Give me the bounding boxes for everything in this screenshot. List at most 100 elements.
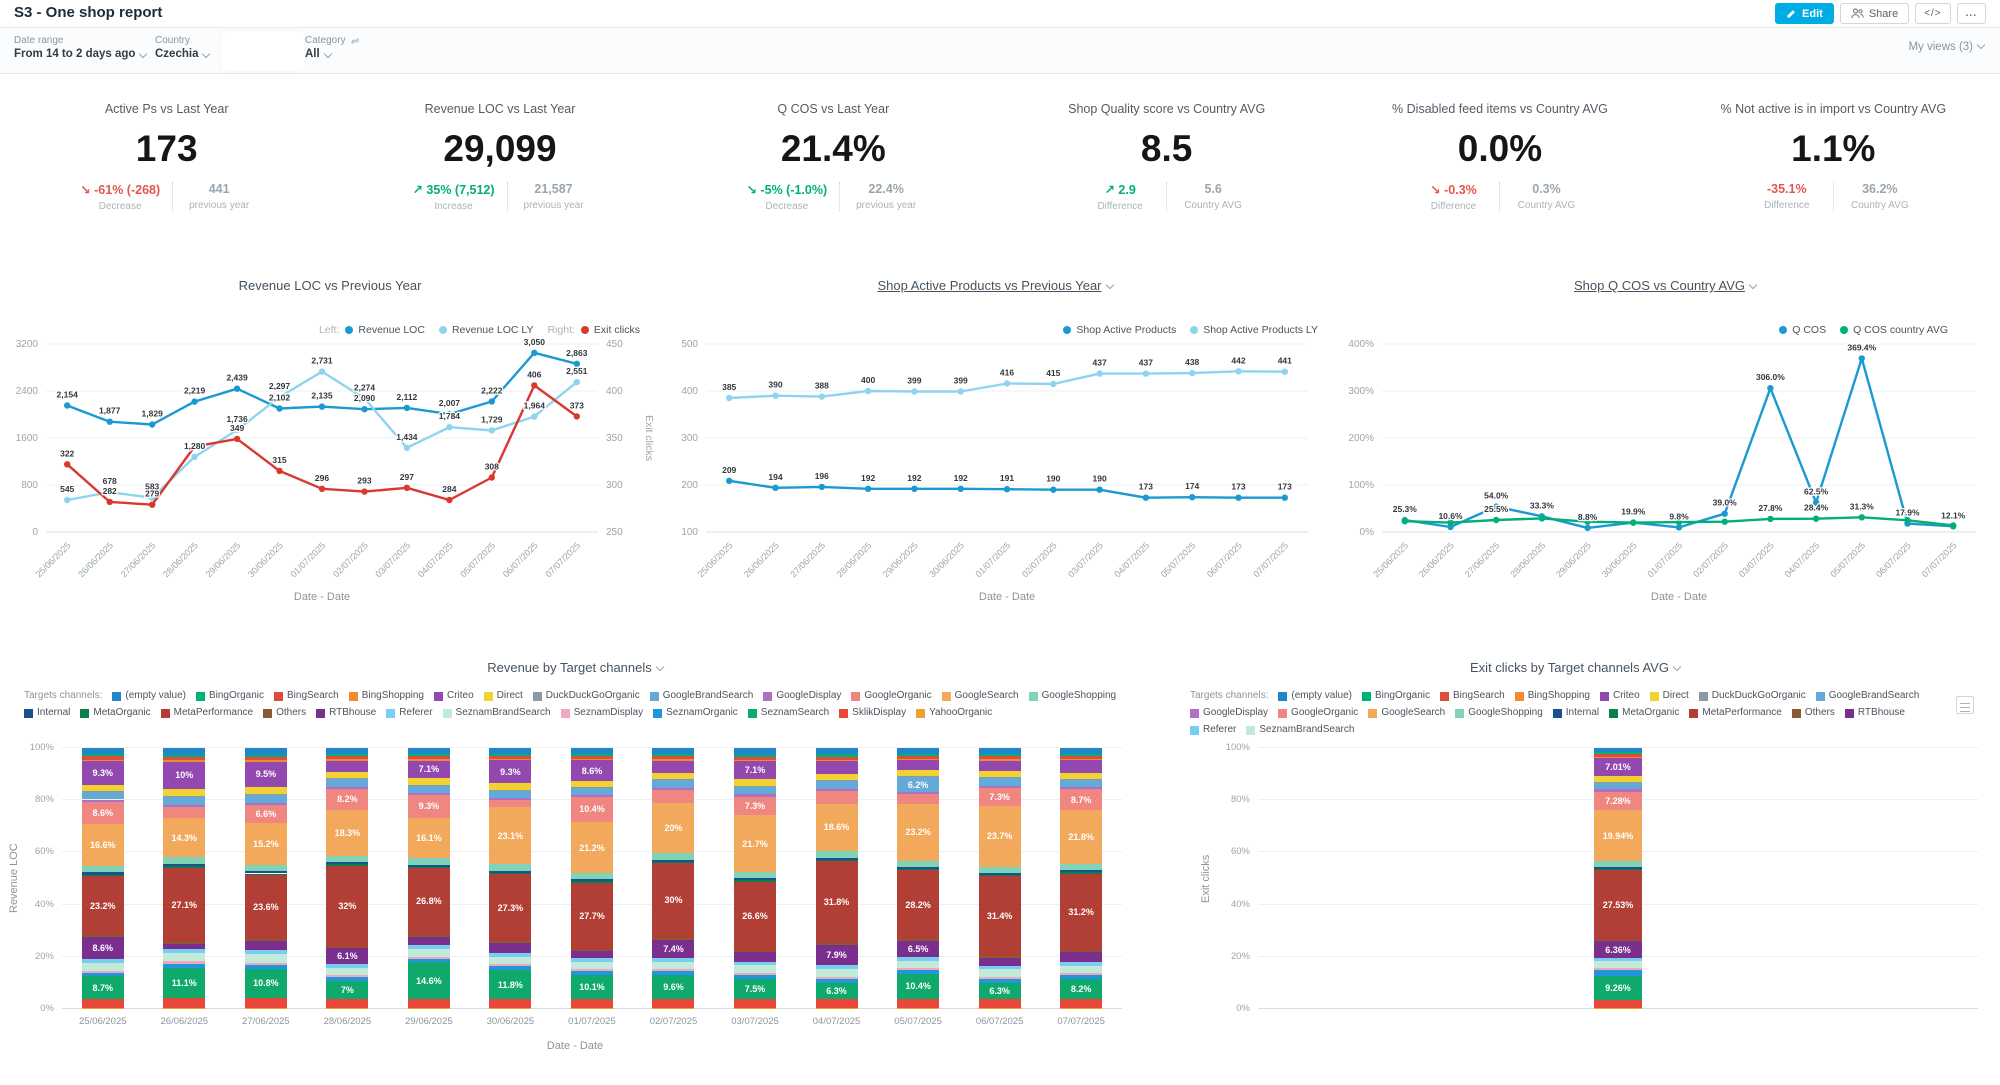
bar-segment-(empty value)[interactable]	[652, 748, 695, 755]
legend-item-BingSearch[interactable]: BingSearch	[1440, 690, 1505, 702]
bar-segment-Internal[interactable]	[326, 862, 369, 865]
bar-segment-Internal[interactable]	[652, 859, 695, 862]
bar-segment-GoogleSearch[interactable]: 14.3%	[163, 818, 206, 858]
bar-segment-YahooOrganic[interactable]	[815, 1007, 858, 1009]
bar-segment-Direct[interactable]	[407, 778, 450, 785]
bar-segment-GoogleShopping[interactable]	[489, 864, 532, 871]
stacked-bar[interactable]: 9.6% 7.4% 30% 20%	[652, 748, 695, 1009]
bar-segment-SeznamDisplay[interactable]	[244, 962, 287, 965]
legend-item-RTBhouse[interactable]: RTBhouse	[316, 707, 376, 719]
bar-segment-RTBhouse[interactable]	[734, 952, 777, 962]
legend-item[interactable]: Exit clicks	[580, 324, 640, 336]
bar-segment-DuckDuckGoOrganic[interactable]	[489, 789, 532, 791]
bar-segment-SklikDisplay[interactable]	[978, 998, 1021, 1008]
bar-segment-SeznamSearch[interactable]: 10.8%	[244, 968, 287, 999]
bar-segment-BingSearch[interactable]	[734, 756, 777, 760]
bar-segment-SklikDisplay[interactable]	[1060, 999, 1103, 1008]
bar-segment-Direct[interactable]	[1594, 776, 1643, 782]
stacked-bar[interactable]: 7% 6.1% 32% 18.3% 8.2%	[326, 748, 369, 1009]
bar-segment-Direct[interactable]	[815, 773, 858, 781]
chart-title-dropdown[interactable]: Shop Active Products vs Previous Year	[660, 278, 1330, 293]
bar-segment-MetaPerformance[interactable]: 23.6%	[244, 874, 287, 939]
bar-segment-Direct[interactable]	[163, 789, 206, 796]
bar-segment-SeznamDisplay[interactable]	[1060, 973, 1103, 976]
bar-segment-GoogleOrganic[interactable]: 9.3%	[407, 794, 450, 819]
legend-item-BingOrganic[interactable]: BingOrganic	[195, 690, 264, 702]
legend-item-GoogleShopping[interactable]: GoogleShopping	[1028, 690, 1116, 702]
bar-segment-GoogleBrandSearch[interactable]: 6.2%	[897, 776, 940, 793]
legend-item-BingOrganic[interactable]: BingOrganic	[1361, 690, 1430, 702]
bar-segment-SklikDisplay[interactable]	[489, 999, 532, 1008]
plot-area[interactable]: 0% 20% 40% 60% 80% 100% 8.7% 8.6% 23.2% 16.6% 8.6%…	[30, 742, 1122, 1014]
legend-item-YahooOrganic[interactable]: YahooOrganic	[916, 707, 992, 719]
bar-segment-GoogleDisplay[interactable]	[1594, 789, 1643, 792]
legend-item[interactable]: Shop Active Products	[1063, 324, 1176, 336]
bar-segment-SeznamSearch[interactable]: 9.26%	[1594, 976, 1643, 1000]
legend-item-Others[interactable]: Others	[263, 707, 306, 719]
edit-button[interactable]: Edit	[1775, 3, 1834, 24]
bar-segment-Referer[interactable]	[570, 958, 613, 963]
legend-item-Direct[interactable]: Direct	[483, 690, 523, 702]
bar-segment-DuckDuckGoOrganic[interactable]	[326, 778, 369, 780]
stacked-bar[interactable]: 14.6% 26.8% 16.1% 9.3% 7.1%	[407, 748, 450, 1009]
bar-segment-(empty value)[interactable]	[244, 748, 287, 755]
bar-segment-DuckDuckGoOrganic[interactable]	[734, 785, 777, 787]
bar-segment-SklikDisplay[interactable]	[570, 999, 613, 1008]
bar-segment-RTBhouse[interactable]: 7.9%	[815, 944, 858, 966]
bar-segment-DuckDuckGoOrganic[interactable]	[407, 784, 450, 786]
bar-segment-Referer[interactable]	[978, 965, 1021, 970]
legend-item-GoogleDisplay[interactable]: GoogleDisplay	[763, 690, 841, 702]
bar-segment-SklikDisplay[interactable]	[326, 998, 369, 1008]
bar-segment-RTBhouse[interactable]	[163, 943, 206, 950]
bar-segment-SklikDisplay[interactable]	[1594, 999, 1643, 1008]
bar-segment-SeznamDisplay[interactable]	[489, 964, 532, 967]
bar-segment-SeznamDisplay[interactable]	[897, 968, 940, 970]
stacked-bar[interactable]: 10.1% 27.7% 21.2% 10.4% 8.6%	[570, 748, 613, 1009]
bar-segment-GoogleDisplay[interactable]	[734, 794, 777, 797]
legend-item-BingShopping[interactable]: BingShopping	[1514, 690, 1590, 702]
bar-segment-MetaPerformance[interactable]: 30%	[652, 862, 695, 938]
bar-segment-BingSearch[interactable]	[244, 756, 287, 761]
bar-segment-Direct[interactable]	[897, 770, 940, 777]
bar-segment-MetaPerformance[interactable]: 27.53%	[1594, 869, 1643, 941]
stacked-bar[interactable]: 11.8% 27.3% 23.1% 9.3%	[489, 748, 532, 1009]
bar-segment-SeznamSearch[interactable]: 8.7%	[81, 976, 124, 999]
bar-segment-DuckDuckGoOrganic[interactable]	[81, 791, 124, 792]
bar-segment-MetaOrganic[interactable]	[815, 859, 858, 862]
bar-segment-GoogleDisplay[interactable]	[244, 803, 287, 806]
legend-item-BingShopping[interactable]: BingShopping	[348, 690, 424, 702]
bar-segment-GoogleSearch[interactable]: 23.7%	[978, 806, 1021, 867]
bar-segment-GoogleOrganic[interactable]	[897, 794, 940, 804]
bar-segment-BingOrganic[interactable]	[652, 754, 695, 757]
bar-segment-BingOrganic[interactable]	[1594, 752, 1643, 754]
bar-segment-GoogleBrandSearch[interactable]	[163, 796, 206, 805]
bar-segment-SeznamSearch[interactable]: 14.6%	[407, 962, 450, 999]
category-filter[interactable]: Category All	[305, 35, 360, 60]
bar-segment-MetaPerformance[interactable]: 31.4%	[978, 876, 1021, 957]
bar-segment-BingOrganic[interactable]	[734, 754, 777, 757]
bar-segment-SeznamBrandSearch[interactable]	[489, 956, 532, 965]
bar-segment-DuckDuckGoOrganic[interactable]	[897, 776, 940, 777]
legend-item-BingSearch[interactable]: BingSearch	[274, 690, 339, 702]
bar-segment-GoogleOrganic[interactable]: 8.7%	[1060, 788, 1103, 811]
bar-segment-(empty value)[interactable]	[570, 748, 613, 755]
bar-segment-SeznamOrganic[interactable]	[978, 979, 1021, 983]
bar-segment-(empty value)[interactable]	[163, 748, 206, 755]
legend-item-GoogleSearch[interactable]: GoogleSearch	[941, 690, 1019, 702]
bar-segment-Criteo[interactable]: 9.5%	[244, 761, 287, 788]
bar-segment-MetaPerformance[interactable]: 27.1%	[163, 867, 206, 942]
bar-segment-Criteo[interactable]	[815, 760, 858, 774]
bar-segment-DuckDuckGoOrganic[interactable]	[570, 786, 613, 788]
bar-segment-Criteo[interactable]	[652, 760, 695, 773]
bar-segment-SeznamDisplay[interactable]	[570, 969, 613, 972]
bar-segment-Others[interactable]	[652, 937, 695, 940]
bar-segment-Others[interactable]	[1060, 950, 1103, 953]
bar-segment-Others[interactable]	[570, 949, 613, 952]
bar-segment-(empty value)[interactable]	[897, 748, 940, 755]
bar-segment-Others[interactable]	[81, 935, 124, 938]
bar-segment-BingOrganic[interactable]	[244, 754, 287, 757]
my-views-dropdown[interactable]: My views (3)	[1908, 40, 1986, 53]
bar-segment-SeznamOrganic[interactable]	[652, 971, 695, 975]
bar-segment-MetaPerformance[interactable]: 27.3%	[489, 873, 532, 942]
bar-segment-SeznamDisplay[interactable]	[1594, 968, 1643, 971]
